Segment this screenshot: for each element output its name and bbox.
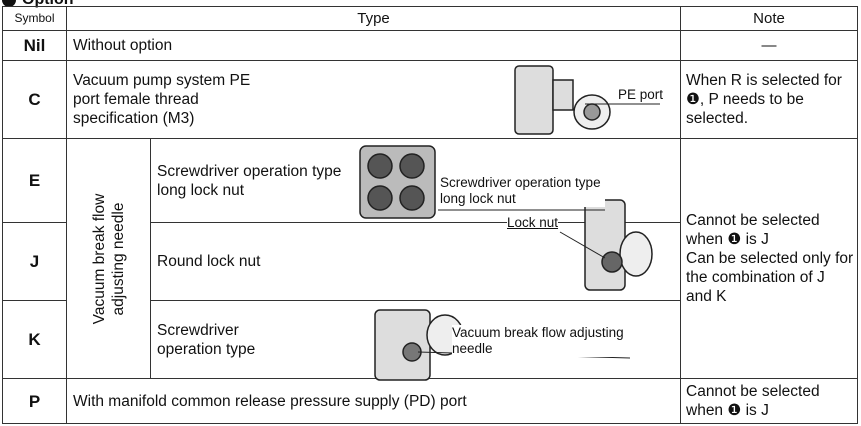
section-icon: [2, 0, 16, 7]
note-cell: Cannot be selected when ❶ is J Can be se…: [680, 138, 858, 379]
callout: Vacuum break flow adjusting needle: [452, 325, 632, 357]
callout: Lock nut: [507, 215, 559, 231]
note-cell: Cannot be selected when ❶ is J: [680, 378, 858, 424]
section-heading: Option: [2, 0, 74, 9]
callout: PE port: [618, 87, 664, 103]
callout: Screwdriver operation type long lock nut: [440, 175, 605, 207]
pe-port-illustration: [514, 65, 611, 135]
section-title: Option: [22, 0, 74, 9]
note-line: Can be selected only for the combination…: [686, 250, 854, 305]
note-line: Cannot be selected when ❶ is J: [686, 212, 820, 248]
lock-nut-illustration: [359, 145, 653, 381]
type-cell: Vacuum pump system PE port female thread…: [66, 60, 681, 139]
